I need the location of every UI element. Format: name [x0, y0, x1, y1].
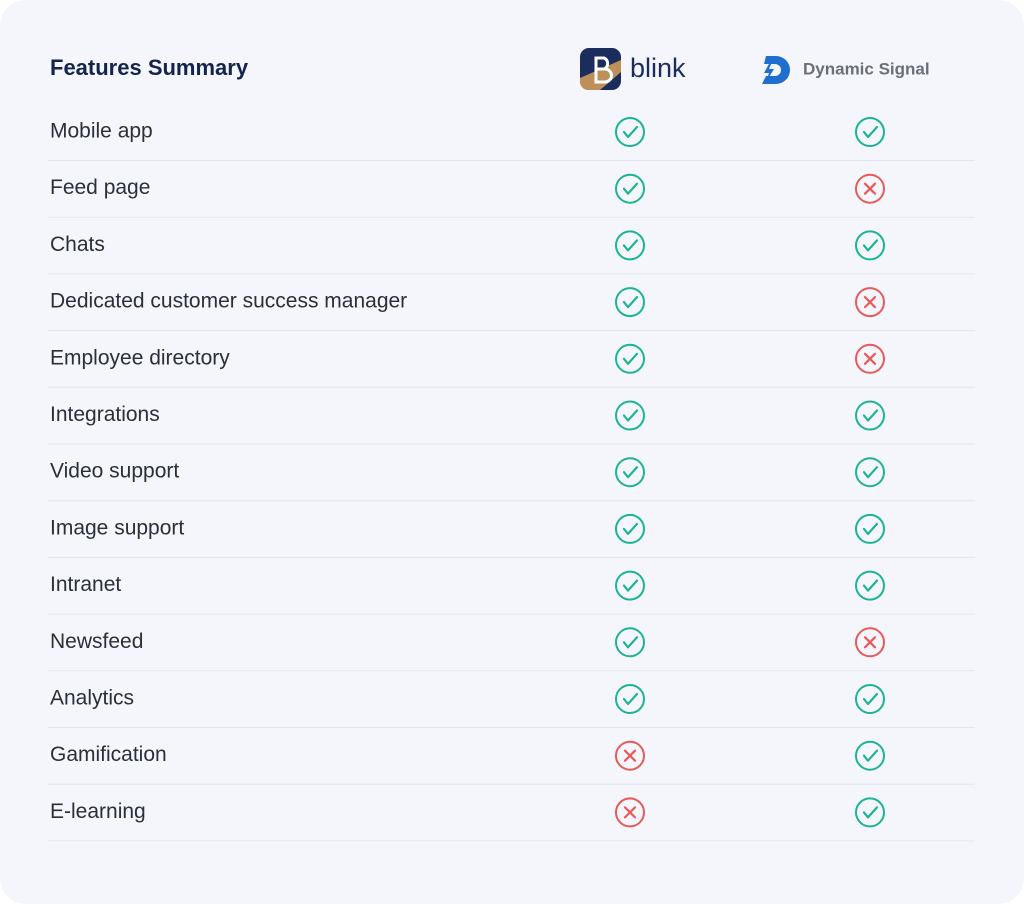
- feature-label: Feed page: [50, 176, 150, 199]
- icon-ring: [615, 230, 645, 261]
- icon-glyph: [863, 352, 877, 365]
- icon-glyph: [862, 522, 879, 536]
- check-icon: [855, 570, 885, 601]
- icon-ring: [855, 400, 885, 431]
- icon-glyph: [863, 296, 877, 309]
- icon-glyph: [622, 579, 639, 592]
- check-icon: [855, 513, 885, 544]
- icon-ring: [615, 400, 645, 431]
- cross-icon: [855, 287, 885, 318]
- icon-ring: [615, 117, 645, 147]
- dynamic-signal-logo: Dynamic Signal: [762, 56, 930, 84]
- icon-glyph: [622, 182, 639, 195]
- column-header: Dynamic Signal: [803, 59, 930, 78]
- icon-ring: [615, 287, 645, 318]
- icon-glyph: [622, 466, 639, 479]
- icon-ring: [855, 570, 885, 601]
- cross-icon: [615, 740, 645, 771]
- icon-ring: [615, 570, 645, 601]
- icon-ring: [855, 343, 885, 374]
- icon-ring: [615, 343, 645, 374]
- icon-ring: [615, 457, 645, 488]
- icon-glyph: [862, 409, 879, 422]
- icon-ring: [855, 740, 885, 771]
- cross-icon: [615, 797, 645, 828]
- icon-ring: [615, 797, 645, 828]
- feature-label: E-learning: [50, 800, 146, 823]
- icon-ring: [615, 513, 645, 544]
- icon-glyph: [862, 692, 879, 706]
- icon-glyph: [863, 182, 877, 195]
- check-icon: [615, 684, 645, 714]
- icon-ring: [615, 740, 645, 771]
- feature-label: Integrations: [50, 403, 160, 426]
- check-icon: [615, 570, 645, 601]
- check-icon: [615, 627, 645, 658]
- icon-glyph: [623, 749, 637, 762]
- icon-ring: [615, 173, 645, 204]
- icon-ring: [855, 117, 885, 147]
- feature-label: Chats: [50, 233, 105, 256]
- icon-glyph: [862, 466, 879, 479]
- check-icon: [615, 117, 645, 147]
- icon-glyph: [622, 239, 639, 252]
- feature-label: Image support: [50, 516, 184, 539]
- icon-glyph: [862, 239, 879, 252]
- check-icon: [855, 797, 885, 828]
- cross-icon: [855, 173, 885, 204]
- icon-ring: [855, 684, 885, 714]
- icon-ring: [615, 627, 645, 658]
- icon-glyph: [622, 522, 639, 536]
- feature-label: Analytics: [50, 687, 134, 710]
- check-icon: [615, 457, 645, 488]
- check-icon: [615, 343, 645, 374]
- icon-glyph: [622, 692, 639, 706]
- check-icon: [855, 684, 885, 714]
- icon-glyph: [862, 125, 879, 139]
- icon-glyph: [622, 125, 639, 139]
- feature-label: Newsfeed: [50, 630, 143, 653]
- feature-label: Intranet: [50, 573, 121, 596]
- column-header: blink: [630, 53, 686, 83]
- icon-ring: [855, 797, 885, 828]
- check-icon: [855, 740, 885, 771]
- icon-glyph: [862, 806, 879, 819]
- feature-label: Employee directory: [50, 346, 230, 369]
- check-icon: [615, 173, 645, 204]
- icon-glyph: [622, 636, 639, 649]
- check-icon: [615, 230, 645, 261]
- icon-ring: [855, 287, 885, 318]
- cross-icon: [855, 343, 885, 374]
- icon-ring: [615, 684, 645, 714]
- icon-glyph: [862, 749, 879, 762]
- check-icon: [615, 400, 645, 431]
- icon-ring: [855, 230, 885, 261]
- table-title: Features Summary: [50, 55, 249, 80]
- icon-glyph: [622, 296, 639, 309]
- feature-label: Dedicated customer success manager: [50, 290, 407, 313]
- icon-ring: [855, 173, 885, 204]
- check-icon: [855, 230, 885, 261]
- check-icon: [615, 513, 645, 544]
- icon-glyph: [623, 806, 637, 819]
- icon-ring: [855, 513, 885, 544]
- feature-label: Mobile app: [50, 120, 153, 143]
- feature-label: Gamification: [50, 743, 167, 766]
- blink-logo: blink: [580, 48, 686, 90]
- check-icon: [855, 457, 885, 488]
- icon-glyph: [622, 352, 639, 365]
- icon-glyph: [863, 636, 877, 649]
- check-icon: [855, 400, 885, 431]
- check-icon: [855, 117, 885, 147]
- feature-label: Video support: [50, 460, 179, 483]
- cross-icon: [855, 627, 885, 658]
- icon-glyph: [622, 409, 639, 422]
- icon-ring: [855, 457, 885, 488]
- check-icon: [615, 287, 645, 318]
- icon-glyph: [862, 579, 879, 592]
- icon-ring: [855, 627, 885, 658]
